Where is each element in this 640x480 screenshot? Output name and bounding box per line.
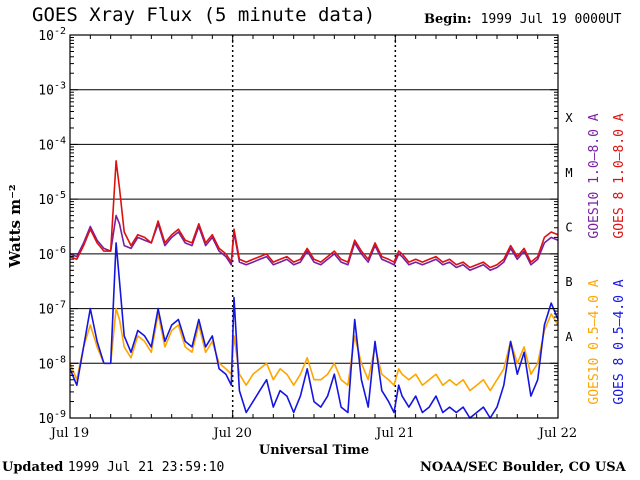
flare-class-labels: X M C B A <box>565 111 573 344</box>
class-label: A <box>565 330 573 344</box>
legend-entry: GOES 8 1.0–8.0 A <box>612 113 627 238</box>
y-tick-label: 10-3 <box>38 81 66 99</box>
legend-entry: GOES10 1.0–8.0 A <box>587 113 602 238</box>
series-layer <box>69 160 559 419</box>
updated-label: Updated <box>2 460 64 475</box>
series-line <box>69 307 559 392</box>
legend-entry: GOES10 0.5–4.0 A <box>587 279 602 404</box>
x-axis-ticks: Jul 19 Jul 20 Jul 21 Jul 22 <box>49 35 577 441</box>
grid-lines <box>70 89 558 364</box>
series-line <box>69 242 559 419</box>
y-axis-label: Watts m⁻² <box>6 184 24 268</box>
y-tick-label: 10-5 <box>38 190 66 208</box>
class-label: B <box>565 275 572 289</box>
series-line <box>69 160 559 269</box>
x-tick-label: Jul 19 <box>49 426 89 441</box>
updated-value: 1999 Jul 21 23:59:10 <box>67 460 225 475</box>
class-label: X <box>565 111 573 125</box>
x-axis-label: Universal Time <box>259 443 369 458</box>
y-tick-label: 10-9 <box>38 409 66 427</box>
legend: GOES10 1.0–8.0 A GOES 8 1.0–8.0 A GOES10 0… <box>587 113 627 404</box>
x-tick-label: Jul 21 <box>374 426 414 441</box>
legend-entry: GOES 8 0.5–4.0 A <box>612 279 627 404</box>
begin-info: Begin: 1999 Jul 19 0000UT <box>424 12 622 27</box>
y-axis-ticks: 10-2 10-3 10-4 10-5 10-6 10-7 10-8 10-9 <box>38 26 558 427</box>
updated-info: Updated 1999 Jul 21 23:59:10 <box>2 460 224 475</box>
day-dividers <box>231 35 397 418</box>
credit-text: NOAA/SEC Boulder, CO USA <box>420 460 626 475</box>
series-line <box>69 214 559 272</box>
y-tick-label: 10-7 <box>38 300 66 318</box>
begin-label: Begin: <box>424 12 472 27</box>
y-tick-label: 10-8 <box>38 354 66 372</box>
x-tick-label: Jul 20 <box>211 426 251 441</box>
begin-value: 1999 Jul 19 0000UT <box>480 12 622 27</box>
x-tick-label: Jul 22 <box>537 426 577 441</box>
class-label: C <box>565 221 572 235</box>
class-label: M <box>565 166 572 180</box>
y-tick-label: 10-2 <box>38 26 66 44</box>
chart-title: GOES Xray Flux (5 minute data) <box>32 4 376 26</box>
plot-frame <box>69 34 559 419</box>
y-tick-label: 10-6 <box>38 245 66 263</box>
y-tick-label: 10-4 <box>38 135 66 153</box>
